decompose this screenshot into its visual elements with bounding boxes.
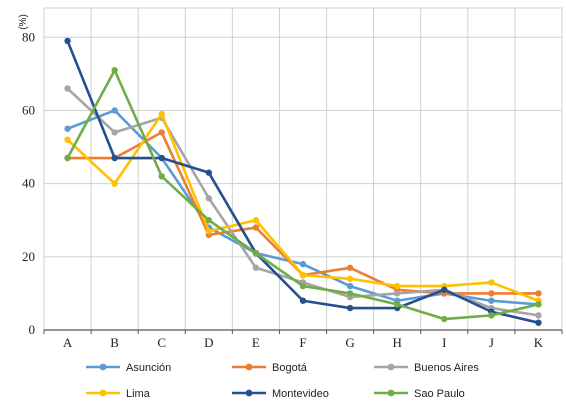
legend-item: Lima: [86, 388, 151, 400]
grid: [43, 7, 563, 331]
legend-swatch-marker: [245, 363, 253, 371]
legend-swatch-marker: [245, 389, 253, 397]
legend-swatch-marker: [99, 389, 107, 397]
legend-item: Montevideo: [232, 388, 329, 400]
x-tick-label: H: [392, 335, 401, 350]
data-point: [535, 301, 542, 308]
legend-item: Asunción: [86, 362, 171, 374]
x-tick-label: E: [252, 335, 260, 350]
data-point: [346, 290, 354, 297]
data-point: [299, 282, 307, 290]
y-tick-label: 0: [29, 322, 36, 337]
legend-item: Bogotá: [232, 362, 308, 374]
data-point: [346, 282, 354, 290]
series-group: [64, 110, 542, 304]
data-point: [64, 154, 71, 162]
data-point: [393, 301, 401, 308]
legend-label: Bogotá: [272, 362, 308, 374]
data-point: [346, 304, 354, 312]
legend-swatch-marker: [387, 389, 395, 397]
y-tick-label: 20: [22, 249, 35, 264]
data-point: [111, 180, 118, 187]
legend-label: Asunción: [126, 362, 171, 374]
x-tick-label: F: [299, 335, 306, 350]
data-point: [535, 319, 542, 326]
data-point: [205, 169, 213, 176]
data-point: [205, 195, 213, 202]
data-point: [535, 290, 542, 297]
data-point: [64, 85, 71, 92]
series-lines: [64, 37, 542, 326]
y-tick-label: 60: [22, 102, 35, 117]
data-point: [111, 129, 118, 136]
data-point: [299, 260, 307, 268]
data-point: [252, 249, 260, 257]
data-point: [299, 297, 307, 304]
x-tick-label: A: [63, 335, 73, 350]
legend-item: Buenos Aires: [374, 362, 479, 374]
data-point: [111, 67, 118, 74]
legend-label: Buenos Aires: [414, 362, 479, 374]
y-axis-unit-label: (%): [18, 14, 29, 30]
data-point: [488, 290, 495, 297]
x-tick-label: K: [534, 335, 544, 350]
x-tick-label: D: [204, 335, 213, 350]
data-point: [64, 136, 71, 143]
series-group: [64, 67, 542, 323]
x-tick-label: J: [489, 335, 494, 350]
legend-item: Sao Paulo: [374, 388, 465, 400]
y-tick-label: 80: [22, 29, 35, 44]
legend-label: Montevideo: [272, 388, 329, 400]
y-tick-label: 40: [22, 176, 35, 191]
legend: Asunción Bogotá Buenos Aires Lima Montevideo…: [86, 362, 479, 400]
data-point: [488, 312, 495, 319]
data-point: [488, 297, 495, 304]
data-point: [299, 271, 307, 279]
data-point: [111, 154, 118, 162]
x-tick-label: G: [345, 335, 354, 350]
x-tick-label: I: [442, 335, 446, 350]
data-point: [158, 173, 165, 180]
x-tick-label: B: [110, 335, 119, 350]
y-tick-labels: 0 20 40 60 80: [22, 29, 35, 337]
data-point: [252, 264, 260, 271]
legend-swatch-marker: [387, 363, 395, 371]
x-tick-label: C: [157, 335, 166, 350]
data-point: [346, 264, 354, 271]
x-tick-labels: A B C D E F G H I J K: [63, 335, 544, 350]
axes: (%): [18, 14, 563, 334]
data-point: [393, 290, 401, 297]
data-point: [252, 224, 260, 231]
data-point: [205, 228, 213, 235]
data-point: [393, 282, 401, 290]
data-point: [158, 110, 165, 118]
legend-label: Lima: [126, 388, 151, 400]
legend-swatch-marker: [99, 363, 107, 371]
data-point: [441, 286, 448, 293]
data-point: [205, 217, 213, 224]
data-point: [252, 217, 260, 224]
data-point: [346, 275, 354, 282]
data-point: [535, 312, 542, 319]
data-point: [158, 154, 165, 162]
data-point: [64, 125, 71, 132]
data-point: [441, 315, 448, 323]
data-point: [111, 107, 118, 114]
data-point: [158, 129, 165, 136]
data-point: [64, 37, 71, 45]
legend-label: Sao Paulo: [414, 388, 465, 400]
data-point: [488, 279, 495, 286]
